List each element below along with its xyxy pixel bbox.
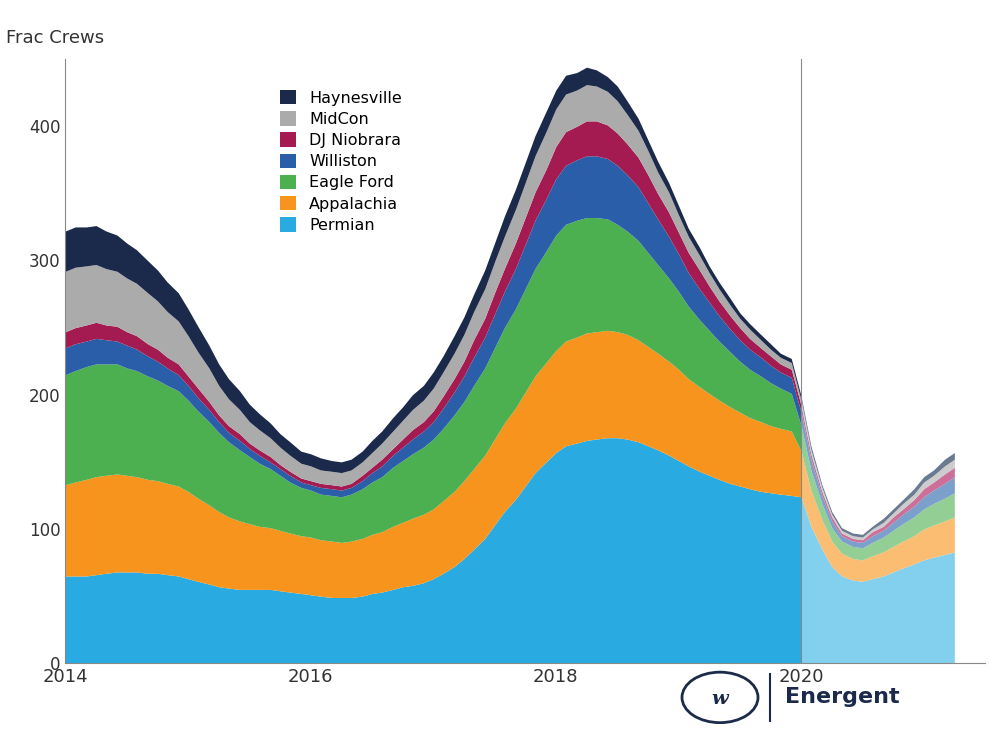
Text: Frac Crews: Frac Crews	[6, 29, 104, 47]
Text: w: w	[712, 690, 728, 708]
Text: Energent: Energent	[785, 687, 900, 708]
Legend: Haynesville, MidCon, DJ Niobrara, Williston, Eagle Ford, Appalachia, Permian: Haynesville, MidCon, DJ Niobrara, Willis…	[276, 85, 407, 238]
